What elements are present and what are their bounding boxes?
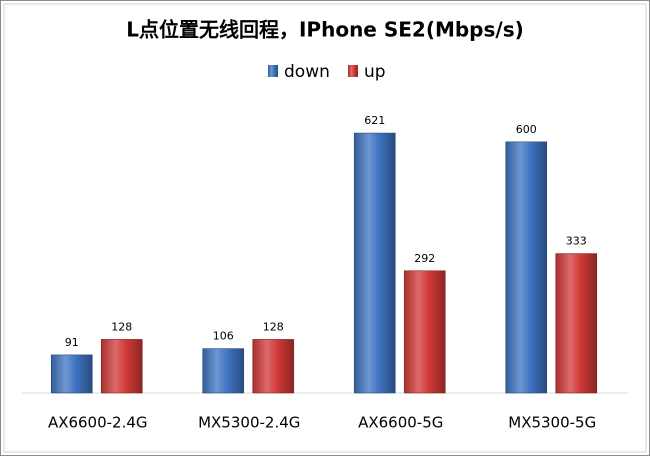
chart-title: L点位置无线回程，IPhone SE2(Mbps/s)	[126, 18, 524, 42]
x-tick-label: AX6600-2.4G	[48, 414, 148, 432]
x-tick-label: AX6600-5G	[358, 414, 443, 432]
legend-swatch	[348, 65, 358, 77]
legend-swatch	[268, 65, 278, 77]
value-label: 128	[263, 320, 284, 333]
bar	[100, 339, 143, 394]
value-label: 621	[364, 114, 385, 127]
bar	[403, 270, 446, 394]
value-label: 91	[65, 336, 79, 349]
value-label: 292	[414, 252, 435, 265]
x-tick-label: MX5300-5G	[508, 414, 596, 432]
bar	[555, 253, 598, 394]
x-tick-label: MX5300-2.4G	[198, 414, 300, 432]
bar	[505, 141, 548, 394]
value-label: 333	[566, 235, 587, 248]
bar	[202, 348, 245, 394]
value-label: 128	[111, 320, 132, 333]
legend-label: up	[364, 62, 386, 82]
inner-frame	[3, 3, 647, 453]
value-label: 600	[516, 123, 537, 136]
legend-label: down	[284, 62, 330, 82]
bar	[50, 354, 93, 394]
value-label: 106	[213, 330, 234, 343]
bar	[353, 132, 396, 394]
bar	[252, 339, 295, 394]
